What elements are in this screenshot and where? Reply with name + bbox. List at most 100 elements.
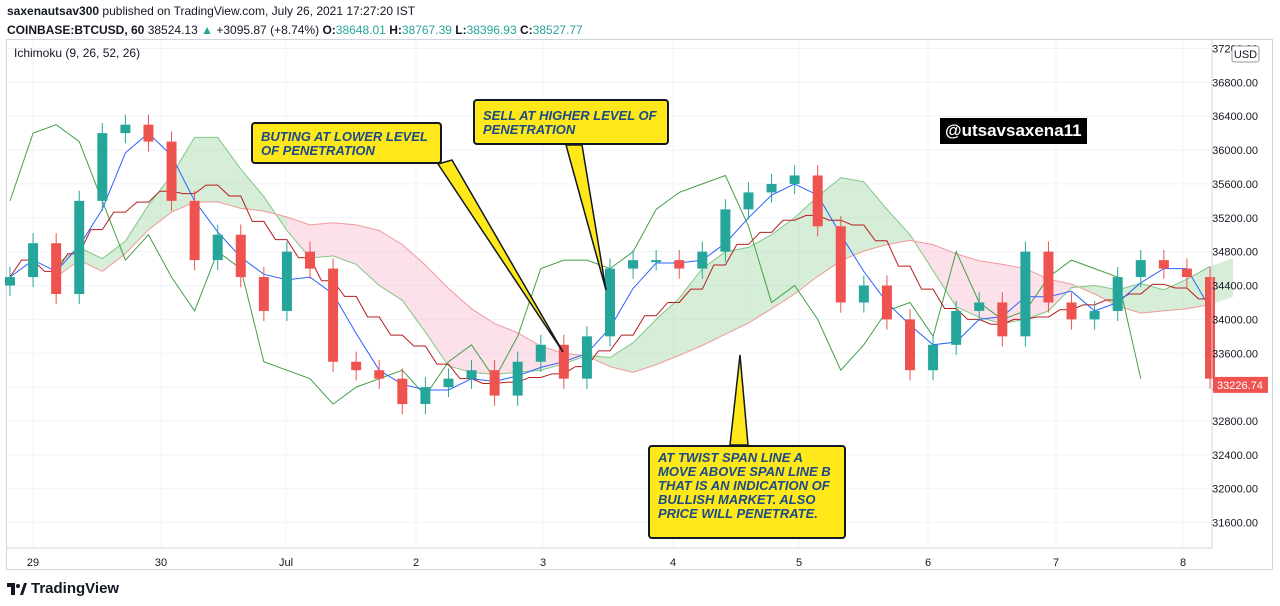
ichimoku-cloud-segment xyxy=(310,222,334,259)
buying-arrow xyxy=(436,159,564,353)
time-tick-label: 30 xyxy=(155,557,167,569)
ichimoku-cloud-segment xyxy=(494,323,518,375)
ichimoku-cloud-segment xyxy=(425,265,449,366)
up-triangle-icon: ▲ xyxy=(201,23,213,37)
time-tick-label: 7 xyxy=(1053,557,1059,569)
price-tick-label: 33600.00 xyxy=(1212,348,1258,360)
currency-badge xyxy=(1231,45,1260,63)
price-tick-label: 34400.00 xyxy=(1212,281,1258,293)
span-b-line xyxy=(55,201,1211,373)
indicator-label[interactable]: Ichimoku (9, 26, 52, 26) xyxy=(14,46,141,60)
last-price-label: 33226.74 xyxy=(1217,380,1263,392)
tradingview-logo[interactable]: TradingView xyxy=(7,580,119,597)
price-tick-label: 32400.00 xyxy=(1212,450,1258,462)
chart-header: saxenautsav300 published on TradingView.… xyxy=(7,3,583,38)
symbol-name[interactable]: COINBASE:BTCUSD, 60 xyxy=(7,23,145,37)
candle xyxy=(674,260,685,269)
candle xyxy=(51,243,62,294)
ichimoku-cloud-segment xyxy=(471,308,495,375)
candle xyxy=(581,336,592,379)
candle xyxy=(881,285,892,320)
candle xyxy=(466,370,477,379)
ichimoku-cloud-segment xyxy=(1140,283,1164,314)
candle xyxy=(1181,268,1192,278)
time-tick-label: 2 xyxy=(413,557,419,569)
last-price: 38524.13 xyxy=(147,23,198,37)
candle xyxy=(512,361,523,396)
selling-arrow xyxy=(565,144,607,291)
candle xyxy=(743,192,754,210)
close-label: C: xyxy=(520,23,533,37)
candle xyxy=(1158,260,1169,269)
price-tick-label: 34000.00 xyxy=(1212,314,1258,326)
selling-annotation: SELL AT HIGHER LEVEL OF PENETRATION xyxy=(473,99,669,145)
candle xyxy=(997,302,1008,337)
ichimoku-cloud-segment xyxy=(379,230,403,301)
ichimoku-cloud-segment xyxy=(79,247,103,272)
candle xyxy=(28,243,39,278)
ichimoku-cloud-segment xyxy=(610,342,634,373)
ichimoku-cloud-segment xyxy=(540,346,564,371)
open-value: 38648.01 xyxy=(335,23,386,37)
candle xyxy=(1066,302,1077,320)
candle xyxy=(235,234,246,278)
time-tick-label: 5 xyxy=(796,557,802,569)
ichimoku-cloud-segment xyxy=(679,268,703,356)
candle xyxy=(74,200,85,294)
candle xyxy=(1089,310,1100,320)
ichimoku-cloud-segment xyxy=(125,205,149,254)
ichimoku-cloud-segment xyxy=(56,247,80,278)
candle xyxy=(974,302,985,311)
ichimoku-cloud-segment xyxy=(1002,264,1026,324)
time-tick-label: 8 xyxy=(1180,557,1186,569)
price-tick-label: 34800.00 xyxy=(1212,247,1258,259)
candle xyxy=(166,141,177,201)
candle xyxy=(928,344,939,371)
time-tick-label: 6 xyxy=(925,557,931,569)
twist-arrow xyxy=(729,354,749,446)
candle xyxy=(97,133,108,201)
candle xyxy=(558,344,569,379)
candle xyxy=(443,378,454,388)
ichimoku-cloud-segment xyxy=(794,196,818,294)
ichimoku-cloud-segment xyxy=(656,298,680,365)
candle xyxy=(397,378,408,405)
candle xyxy=(1135,260,1146,278)
low-value: 38396.93 xyxy=(466,23,517,37)
ichimoku-cloud-segment xyxy=(633,319,657,373)
candle xyxy=(281,251,292,311)
publish-line: saxenautsav300 published on TradingView.… xyxy=(7,3,583,19)
price-tick-label: 35200.00 xyxy=(1212,213,1258,225)
candle xyxy=(143,124,154,142)
span-a-line xyxy=(55,136,1211,375)
price-tick-label: 35600.00 xyxy=(1212,179,1258,191)
ichimoku-cloud-segment xyxy=(771,217,795,309)
candle xyxy=(905,319,915,371)
brand-name: TradingView xyxy=(31,580,120,597)
price-tick-label: 31600.00 xyxy=(1212,518,1258,530)
candle xyxy=(5,277,15,286)
ichimoku-cloud-segment xyxy=(933,244,957,307)
candle xyxy=(835,226,846,303)
candle xyxy=(212,234,223,261)
candle xyxy=(351,361,362,371)
candle xyxy=(789,175,800,184)
ichimoku-cloud-segment xyxy=(702,251,726,346)
ichimoku-cloud-segment xyxy=(748,234,772,323)
candle xyxy=(328,268,339,362)
publish-info: published on TradingView.com, July 26, 2… xyxy=(102,4,416,18)
candle xyxy=(1205,277,1215,379)
twist-annotation: AT TWIST SPAN LINE A MOVE ABOVE SPAN LIN… xyxy=(648,445,846,539)
candle xyxy=(628,260,639,269)
candle xyxy=(535,344,546,362)
time-tick-label: 29 xyxy=(27,557,39,569)
ichimoku-cloud-segment xyxy=(286,217,310,259)
publisher-name[interactable]: saxenautsav300 xyxy=(7,4,100,18)
time-tick-label: 4 xyxy=(670,557,676,569)
ichimoku-cloud-segment xyxy=(725,247,749,335)
ichimoku-cloud-segment xyxy=(1048,279,1072,311)
candle xyxy=(951,310,962,345)
chart-frame[interactable] xyxy=(6,39,1273,570)
candle xyxy=(1112,277,1123,311)
